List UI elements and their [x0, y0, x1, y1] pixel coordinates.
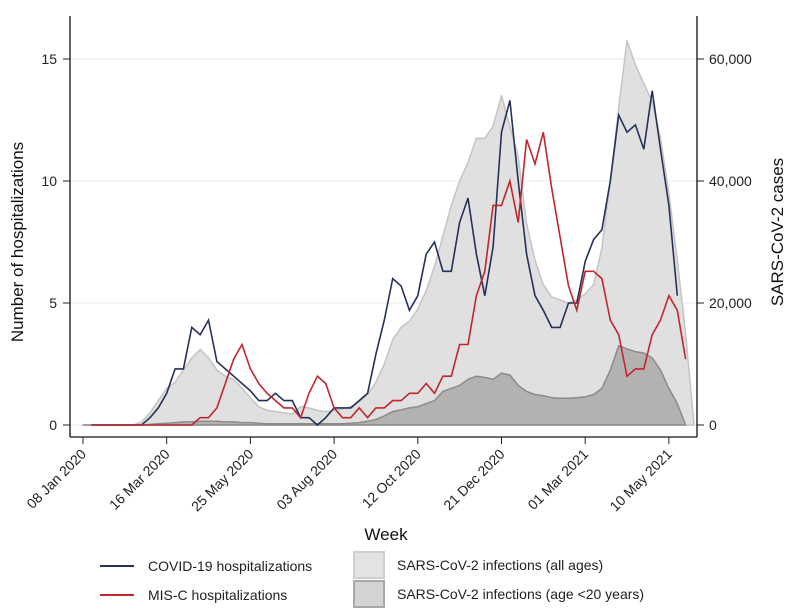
legend-label: COVID-19 hospitalizations	[148, 558, 313, 574]
x-tick-label: 03 Aug 2020	[273, 446, 340, 513]
line-series	[91, 90, 687, 427]
legend-item-infections-under20: SARS-CoV-2 infections (age <20 years)	[353, 580, 644, 608]
area-sars-cov-2-infections-age-20-years	[82, 344, 687, 426]
x-tick-label: 01 Mar 2021	[524, 446, 591, 513]
x-tick-label: 16 Mar 2020	[106, 446, 173, 513]
legend-item-covid: COVID-19 hospitalizations	[100, 553, 312, 579]
x-tick-label: 12 Oct 2020	[359, 446, 424, 511]
area-series	[82, 39, 695, 426]
y2-axis-title: SARS-CoV-2 cases	[768, 158, 787, 306]
x-tick-label: 10 May 2021	[606, 446, 675, 515]
y-axis-title: Number of hospitalizations	[8, 142, 27, 342]
line-mis-c-hospitalizations	[91, 131, 687, 426]
y2-tick-label: 0	[709, 417, 717, 433]
legend-label: SARS-CoV-2 infections (all ages)	[397, 557, 604, 573]
legend-swatch-covid	[100, 565, 134, 567]
legend-label: MIS-C hospitalizations	[148, 587, 288, 603]
y2-tick-label: 20,000	[709, 295, 752, 311]
legend-swatch-infections-all	[353, 551, 385, 579]
legend: COVID-19 hospitalizations MIS-C hospital…	[100, 551, 720, 609]
legend-swatch-misc	[100, 594, 134, 596]
x-tick-label: 21 Dec 2020	[440, 446, 508, 514]
area-sars-cov-2-infections-all-ages	[82, 39, 695, 426]
x-axis-title: Week	[364, 525, 408, 544]
y2-tick-label: 60,000	[709, 51, 752, 67]
y2-tick-label: 40,000	[709, 173, 752, 189]
x-tick-label: 08 Jan 2020	[23, 446, 89, 512]
y-tick-label: 5	[49, 295, 57, 311]
line-covid-19-hospitalizations	[91, 90, 679, 427]
y-tick-label: 10	[41, 173, 57, 189]
y-tick-label: 0	[49, 417, 57, 433]
legend-label: SARS-CoV-2 infections (age <20 years)	[397, 586, 645, 602]
legend-swatch-infections-under20	[353, 580, 385, 608]
legend-item-infections-all: SARS-CoV-2 infections (all ages)	[353, 551, 603, 579]
y-tick-label: 15	[41, 51, 57, 67]
legend-item-misc: MIS-C hospitalizations	[100, 582, 287, 608]
x-tick-label: 25 May 2020	[188, 446, 257, 515]
